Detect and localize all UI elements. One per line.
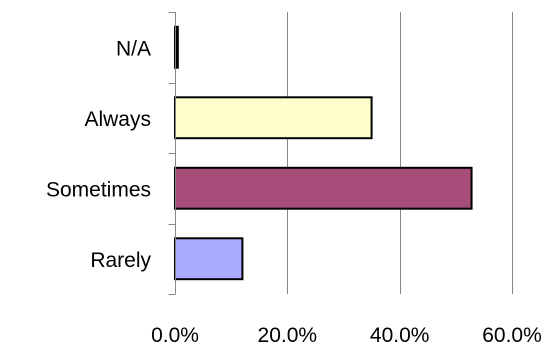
bar-sometimes	[174, 166, 473, 210]
x-tick-label: 60.0%	[482, 324, 542, 347]
category-label: Always	[84, 108, 151, 131]
bars	[174, 25, 473, 281]
category-label: Rarely	[90, 249, 151, 272]
x-tick-label: 40.0%	[370, 324, 430, 347]
category-labels: N/A Always Sometimes Rarely	[46, 37, 152, 272]
category-axis	[168, 12, 176, 295]
gridlines	[287, 12, 513, 294]
x-tick-label: 20.0%	[258, 324, 318, 347]
category-label: Sometimes	[46, 178, 151, 201]
bar-always	[174, 96, 373, 140]
category-label: N/A	[116, 37, 151, 60]
bar-rarely	[174, 237, 244, 281]
x-tick-labels: 0.0% 20.0% 40.0% 60.0%	[151, 324, 542, 347]
x-tick-label: 0.0%	[151, 324, 199, 347]
